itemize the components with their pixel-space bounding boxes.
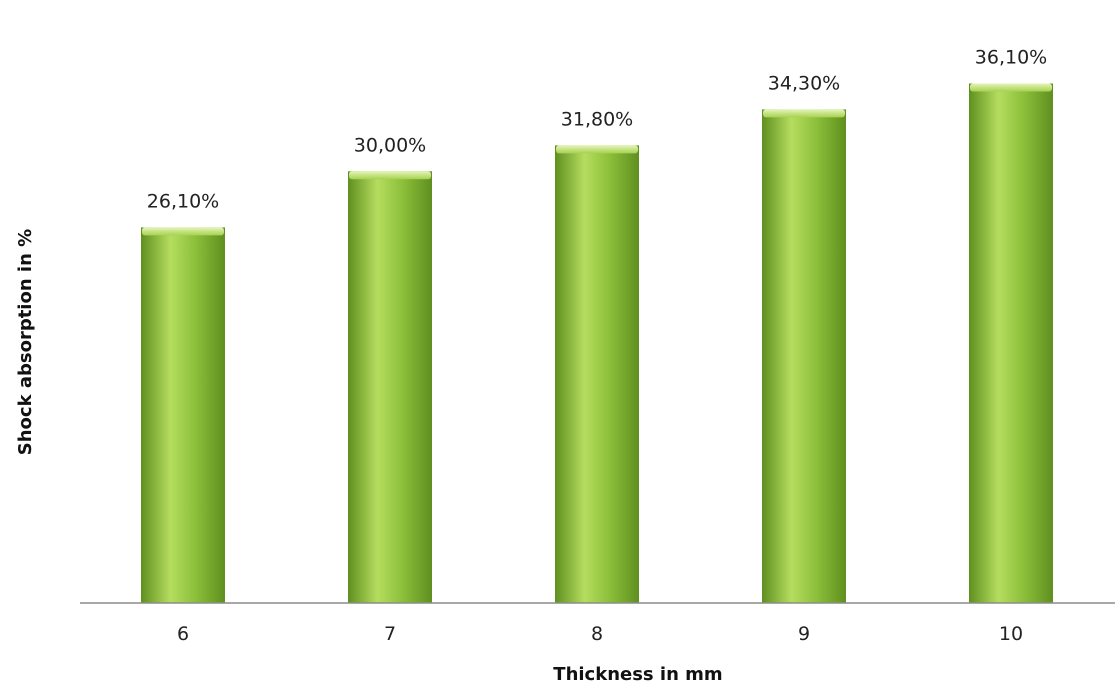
bar-9 (762, 109, 846, 603)
x-tick-label-9: 9 (798, 623, 810, 645)
bar-8 (555, 145, 639, 603)
bars-layer (141, 83, 1053, 604)
x-tick-label-8: 8 (591, 623, 603, 645)
data-label-10: 36,10% (975, 47, 1047, 69)
x-axis-title: Thickness in mm (553, 664, 722, 685)
x-tick-label-6: 6 (177, 623, 189, 645)
data-label-7: 30,00% (354, 134, 426, 156)
bar-6 (141, 227, 225, 604)
bar-cap-6 (142, 227, 224, 236)
x-tick-label-10: 10 (999, 623, 1023, 645)
bar-cap-10 (970, 83, 1052, 92)
y-axis-title: Shock absorption in % (15, 229, 36, 455)
x-tick-labels: 6 7 8 9 10 (177, 623, 1023, 645)
bar-7 (348, 171, 432, 604)
bar-10 (969, 83, 1053, 603)
bar-cap-7 (349, 171, 431, 180)
x-tick-label-7: 7 (384, 623, 396, 645)
data-label-8: 31,80% (561, 108, 633, 130)
data-label-9: 34,30% (768, 72, 840, 94)
bar-cap-8 (556, 145, 638, 154)
bar-cap-9 (763, 109, 845, 118)
data-label-6: 26,10% (147, 190, 219, 212)
data-labels-layer: 26,10% 30,00% 31,80% 34,30% 36,10% (147, 47, 1047, 213)
